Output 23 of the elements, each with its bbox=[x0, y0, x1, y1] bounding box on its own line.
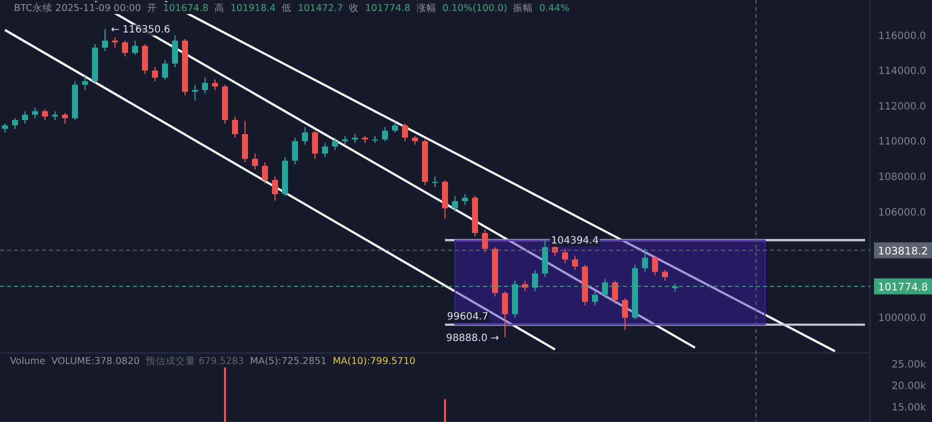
annotation: ← 116350.6 bbox=[111, 24, 170, 36]
annotation: 104394.4 bbox=[551, 236, 599, 247]
y-tick-label: 108000.0 bbox=[878, 172, 926, 183]
annotation: VOLUME:378.0820 bbox=[51, 356, 140, 367]
annotation: MA(10):799.5710 bbox=[332, 356, 416, 367]
text: 开 101674.8 高 101918.4 低 101472.7 收 101774.8 涨幅 0.10%(100.0) 振幅 0.44% bbox=[147, 3, 570, 14]
y-tick-label: 110000.0 bbox=[878, 136, 926, 148]
y-tick-label: 114000.0 bbox=[878, 66, 926, 78]
annotation: 99604.7 bbox=[447, 312, 488, 323]
ref-line-label: 103818.2 bbox=[878, 245, 928, 258]
y-tick-label: 25.00k bbox=[892, 360, 926, 371]
annotation: 预估成交量 679.5283 bbox=[146, 355, 244, 367]
chart-title: BTC永续 2025-11-09 00:00 bbox=[14, 2, 142, 14]
y-tick-label: 20.00k bbox=[892, 380, 926, 392]
y-tick-label: 112000.0 bbox=[878, 101, 926, 112]
annotation: 98888.0 → bbox=[446, 332, 499, 344]
annotation: MA(5):725.2851 bbox=[250, 356, 327, 367]
chart-title: Volume bbox=[10, 356, 46, 367]
y-tick-label: 100000.0 bbox=[878, 313, 926, 324]
y-tick-label: 116000.0 bbox=[878, 30, 926, 42]
y-tick-label: 15.00k bbox=[892, 402, 926, 414]
ref-line-label: 101774.8 bbox=[878, 281, 928, 294]
y-tick-label: 106000.0 bbox=[878, 207, 926, 218]
